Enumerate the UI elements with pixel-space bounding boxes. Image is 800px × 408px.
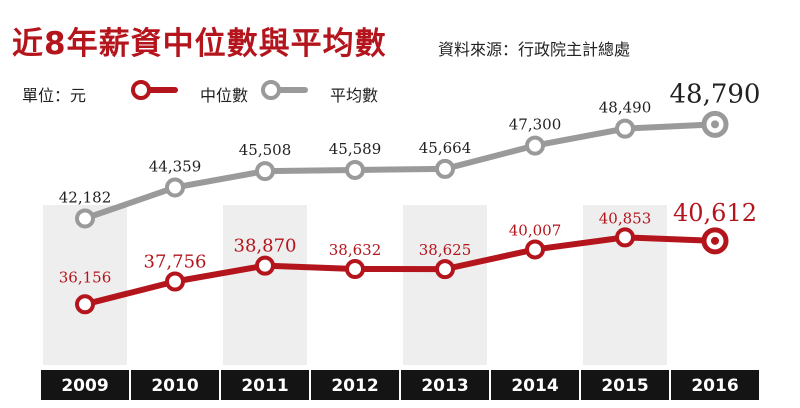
data-label: 36,156 — [59, 268, 112, 286]
x-tick-label: 2015 — [601, 376, 648, 396]
legend-marker — [131, 80, 151, 100]
data-point — [165, 271, 185, 292]
data-point — [255, 161, 275, 182]
data-label: 48,790 — [670, 79, 761, 109]
legend-label-average: 平均數 — [330, 86, 379, 105]
data-point — [615, 118, 635, 139]
data-point — [435, 158, 455, 179]
data-label: 40,007 — [509, 221, 562, 239]
x-tick-label: 2012 — [331, 376, 378, 396]
background-band — [223, 205, 307, 365]
data-point — [615, 227, 635, 248]
axis-cell — [41, 370, 129, 400]
x-tick-label: 2011 — [241, 376, 288, 396]
axis-cell — [221, 370, 309, 400]
chart-title: 近8年薪資中位數與平均數 — [12, 26, 387, 62]
data-point-core — [711, 236, 719, 245]
axis-cell — [581, 370, 669, 400]
x-tick-label: 2009 — [61, 376, 108, 396]
x-tick-label: 2013 — [421, 376, 468, 396]
legend-label-median: 中位數 — [200, 86, 249, 105]
series-line — [82, 234, 718, 308]
data-label: 37,756 — [144, 252, 207, 273]
data-label: 47,300 — [509, 116, 562, 134]
data-point — [345, 259, 365, 280]
data-label: 38,625 — [419, 241, 472, 259]
data-point — [165, 177, 185, 198]
data-label: 42,182 — [59, 188, 112, 206]
axis-cell — [491, 370, 579, 400]
data-label: 38,870 — [234, 236, 297, 257]
legend-marker — [261, 80, 281, 100]
background-band — [43, 205, 127, 365]
data-label: 38,632 — [329, 241, 382, 259]
data-point — [345, 159, 365, 180]
data-point — [75, 208, 95, 229]
x-tick-label: 2014 — [511, 376, 558, 396]
axis-cell — [401, 370, 489, 400]
axis-cell — [311, 370, 399, 400]
series-line — [82, 121, 718, 222]
data-label: 45,508 — [239, 141, 292, 159]
data-label: 48,490 — [599, 99, 652, 117]
x-tick-label: 2010 — [151, 376, 198, 396]
source-note: 資料來源：行政院主計總處 — [438, 40, 631, 59]
x-tick-label: 2016 — [691, 376, 738, 396]
data-point — [525, 135, 545, 156]
data-label: 45,589 — [329, 140, 382, 158]
data-label: 40,612 — [673, 199, 757, 227]
data-label: 40,853 — [599, 209, 652, 227]
axis-cell — [131, 370, 219, 400]
axis-cell — [671, 370, 759, 400]
data-point — [255, 255, 275, 276]
data-point — [525, 239, 545, 260]
data-point-core — [711, 120, 719, 129]
data-label: 44,359 — [149, 157, 202, 175]
background-band — [403, 205, 487, 365]
data-label: 45,664 — [419, 139, 472, 157]
data-point — [75, 294, 95, 315]
unit-label: 單位：元 — [22, 86, 87, 105]
data-point — [435, 259, 455, 280]
